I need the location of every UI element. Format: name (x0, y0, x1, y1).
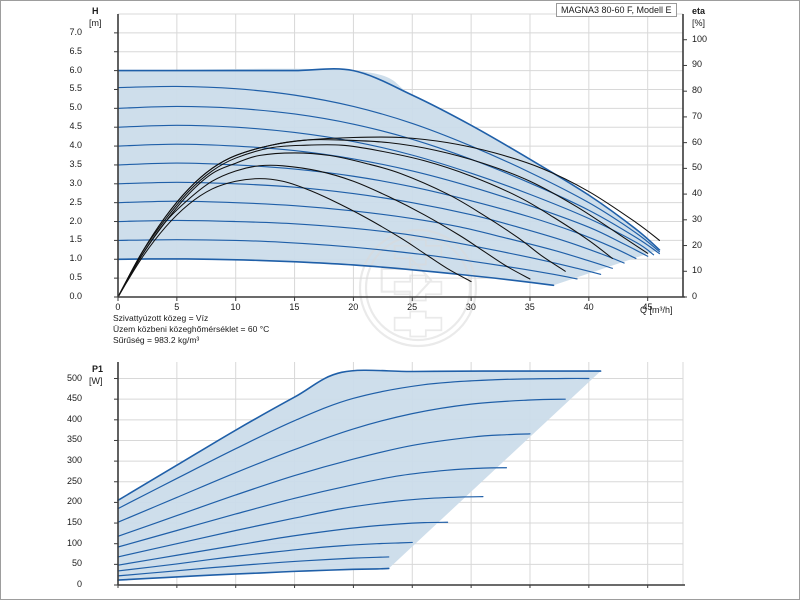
upper-y2-tick-label: 60 (692, 136, 703, 147)
upper-y2-tick-label: 70 (692, 110, 703, 121)
lower-y-tick-label: 450 (66, 393, 82, 404)
lower-y-tick-label: 150 (66, 517, 82, 528)
upper-y2-tick-label: 90 (692, 59, 703, 70)
upper-y-tick-label: 1.5 (69, 234, 82, 245)
head-curve (117, 143, 649, 257)
upper-y-tick-label: 4.0 (69, 140, 82, 151)
upper-y2-tick-label: 20 (692, 239, 703, 250)
lower-y-tick-label: 350 (66, 434, 82, 445)
lower-y-tick-label: 100 (66, 537, 82, 548)
upper-x-tick-label: 40 (583, 302, 594, 312)
power-curve (117, 369, 602, 502)
upper-y2-tick-label: 30 (692, 213, 703, 224)
upper-y-tick-label: 1.0 (69, 253, 82, 264)
upper-x-axis-label: Q [m³/h] (640, 305, 673, 315)
power-curve (117, 433, 531, 537)
upper-x-tick-label: 45 (642, 302, 653, 312)
head-curve (117, 124, 655, 256)
note-density: Sűrűség = 983.2 kg/m³ (113, 335, 200, 345)
power-curve (117, 567, 390, 581)
power-curve (117, 541, 413, 572)
upper-y-tick-label: 2.0 (69, 215, 82, 226)
upper-y-tick-label: 3.0 (69, 177, 82, 188)
upper-x-tick-label: 30 (465, 302, 476, 312)
power-curve (117, 521, 449, 566)
lower-y-tick-label: 250 (66, 475, 82, 486)
upper-y2-tick-label: 100 (692, 33, 708, 44)
upper-x-tick-label: 0 (115, 302, 121, 312)
lower-y-tick-label: 50 (71, 558, 82, 569)
head-curve (117, 258, 555, 287)
efficiency-curve (117, 139, 649, 298)
lower-y-tick-label: 200 (66, 496, 82, 507)
upper-y-tick-label: 5.5 (69, 83, 82, 94)
efficiency-curve (117, 144, 613, 298)
head-curve (117, 68, 661, 251)
upper-y-tick-label: 5.0 (69, 102, 82, 113)
upper-y-tick-label: 6.5 (69, 45, 82, 56)
lower-y-tick-label: 400 (66, 413, 82, 424)
upper-y2-axis-unit: [%] (692, 18, 706, 28)
upper-y-tick-label: 6.0 (69, 64, 82, 75)
lower-y-tick-label: 500 (66, 372, 82, 383)
upper-y2-tick-label: 0 (692, 291, 698, 301)
upper-y2-tick-label: 50 (692, 162, 703, 173)
note-medium: Szivattyúzott közeg = Víz (113, 313, 209, 323)
power-curve (117, 556, 390, 577)
head-curve (117, 219, 602, 275)
power-curve (117, 377, 590, 510)
head-curve (117, 85, 661, 253)
lower-y-axis-label: P1 (92, 364, 104, 374)
upper-y2-tick-label: 80 (692, 85, 703, 96)
model-title-box: MAGNA3 80-60 F, Modell E (556, 3, 677, 17)
power-curve (117, 467, 508, 548)
upper-y2-tick-label: 10 (692, 265, 703, 276)
upper-x-tick-label: 5 (174, 302, 180, 312)
power-curve (117, 496, 484, 558)
upper-y-tick-label: 3.5 (69, 158, 82, 169)
head-curve (117, 200, 613, 269)
lower-y-axis-unit: [W] (89, 376, 103, 386)
efficiency-curve (117, 178, 472, 298)
upper-y2-axis-label: eta (692, 6, 706, 16)
power-curve (117, 398, 566, 523)
head-curve (117, 181, 625, 264)
lower-y-tick-label: 300 (66, 455, 82, 466)
upper-y-tick-label: 4.5 (69, 121, 82, 132)
upper-y-tick-label: 2.5 (69, 196, 82, 207)
upper-x-tick-label: 35 (524, 302, 535, 312)
efficiency-curve (117, 152, 566, 298)
lower-envelope-fill (118, 370, 601, 581)
head-curve (117, 105, 661, 255)
upper-y2-tick-label: 40 (692, 188, 703, 199)
upper-y-tick-label: 0.5 (69, 272, 82, 283)
note-temperature: Üzem közbeni közeghőmérséklet = 60 °C (113, 324, 270, 334)
upper-x-tick-label: 15 (289, 302, 300, 312)
head-curve (117, 239, 578, 280)
upper-x-tick-label: 10 (230, 302, 241, 312)
upper-y-axis-unit: [m] (89, 18, 102, 28)
upper-x-tick-label: 25 (407, 302, 418, 312)
upper-y-axis-label: H (92, 6, 99, 16)
upper-envelope-fill (118, 68, 660, 286)
efficiency-curve (117, 164, 531, 298)
upper-x-tick-label: 20 (348, 302, 359, 312)
upper-y-tick-label: 7.0 (69, 26, 82, 37)
upper-y-tick-label: 0.0 (69, 291, 82, 301)
lower-y-tick-label: 0 (76, 579, 82, 589)
